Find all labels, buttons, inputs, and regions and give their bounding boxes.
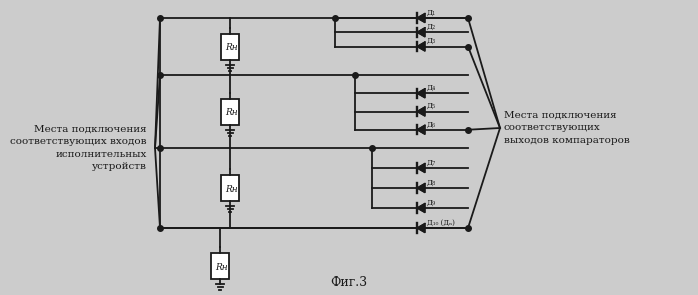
Polygon shape [417,223,425,233]
Polygon shape [417,163,425,173]
Polygon shape [417,28,425,37]
Bar [211,253,229,279]
Text: Д₅: Д₅ [427,102,436,110]
Bar [221,34,239,60]
Text: Фиг.3: Фиг.3 [330,276,368,289]
Text: Д₉: Д₉ [427,199,436,207]
Text: Rн: Rн [225,184,237,194]
Text: Rн: Rн [215,263,228,271]
Polygon shape [417,125,425,135]
Text: Места подключения
соответствующих входов
исполнительных
устройств: Места подключения соответствующих входов… [10,125,147,171]
Text: Д₂: Д₂ [427,23,436,31]
Polygon shape [417,42,425,51]
Text: Rн: Rн [225,108,237,117]
Polygon shape [417,183,425,193]
Text: Д₇: Д₇ [427,159,436,167]
Text: Д₁₀ (Дₙ): Д₁₀ (Дₙ) [427,219,455,227]
Text: Д₃: Д₃ [427,37,436,45]
Bar [221,99,239,124]
Text: Д₁: Д₁ [427,9,436,17]
Polygon shape [417,13,425,23]
Text: Д₆: Д₆ [427,121,436,129]
Text: Д₄: Д₄ [427,84,436,92]
Polygon shape [417,88,425,98]
Text: Rн: Rн [225,43,237,52]
Bar [221,175,239,201]
Polygon shape [417,203,425,213]
Text: Места подключения
соответствующих
выходов компараторов: Места подключения соответствующих выходо… [504,111,630,145]
Text: Д₈: Д₈ [427,179,436,187]
Polygon shape [417,107,425,116]
